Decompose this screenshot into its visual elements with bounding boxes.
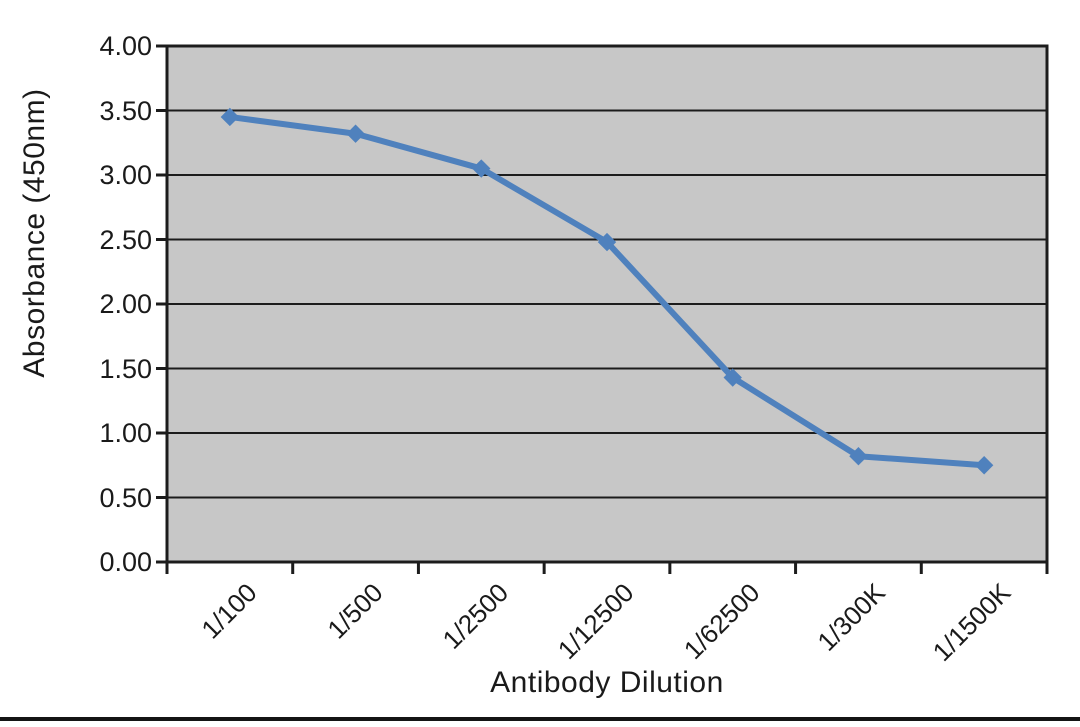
y-tick-label: 0.50 bbox=[99, 482, 152, 513]
plot-area bbox=[156, 44, 1049, 574]
data-point-marker bbox=[472, 159, 491, 178]
data-point-marker bbox=[597, 232, 617, 252]
y-tick-label: 4.00 bbox=[99, 31, 152, 61]
line-chart-svg bbox=[156, 44, 1049, 574]
data-point-marker bbox=[974, 456, 994, 475]
y-tick-label: 2.50 bbox=[99, 224, 152, 255]
data-point-marker bbox=[849, 447, 868, 466]
x-tick-label: 1/1500K bbox=[926, 577, 1017, 668]
x-tick-label: 1/100 bbox=[195, 577, 263, 645]
y-tick-label: 3.00 bbox=[99, 160, 152, 190]
data-point-marker bbox=[220, 107, 240, 127]
x-tick-label: 1/62500 bbox=[677, 577, 766, 665]
y-tick-label: 0.00 bbox=[99, 547, 152, 577]
x-tick-label: 1/300K bbox=[811, 577, 891, 657]
y-tick-label: 2.00 bbox=[99, 289, 152, 319]
y-tick-label: 3.50 bbox=[99, 95, 152, 126]
x-tick-label: 1/2500 bbox=[436, 577, 514, 655]
x-tick-label: 1/500 bbox=[320, 577, 389, 645]
plot-border bbox=[165, 44, 1049, 564]
x-tick-label: 1/12500 bbox=[551, 577, 640, 665]
y-tick-label: 1.50 bbox=[99, 353, 152, 384]
y-tick-label: 1.00 bbox=[99, 418, 152, 448]
x-axis-title: Antibody Dilution bbox=[490, 666, 724, 699]
bottom-rule bbox=[0, 717, 1080, 721]
data-point-marker bbox=[723, 368, 742, 387]
